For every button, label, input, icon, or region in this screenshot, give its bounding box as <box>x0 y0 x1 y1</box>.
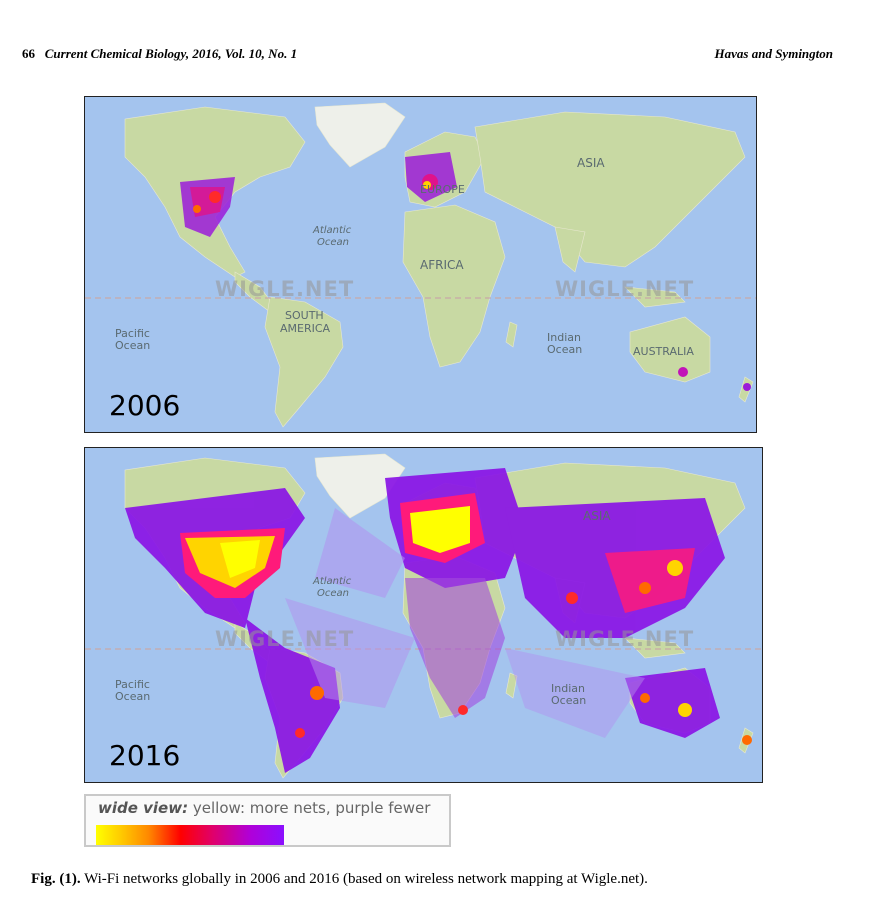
world-map-2006: ASIA EUROPE Atlantic Ocean AFRICA SOUTH … <box>85 97 756 432</box>
legend-description: yellow: more nets, purple fewer <box>192 799 431 817</box>
year-label-2016: 2016 <box>109 739 181 772</box>
header-authors: Havas and Symington <box>714 46 833 61</box>
header-left: 66 Current Chemical Biology, 2016, Vol. … <box>22 46 297 62</box>
legend-gradient-bar <box>96 825 284 845</box>
world-map-2016: ASIA Atlantic Ocean Pacific Ocean Indian… <box>85 448 762 782</box>
year-label-2006: 2006 <box>109 389 181 422</box>
label-atlantic-ocean: Ocean <box>317 588 349 599</box>
watermark-left: WIGLE.NET <box>215 277 354 301</box>
caption-label: Fig. (1). <box>31 871 81 887</box>
network-density-2006 <box>180 152 751 391</box>
label-asia: ASIA <box>577 156 605 170</box>
label-atlantic: Atlantic <box>312 576 352 587</box>
label-atlantic-ocean: Ocean <box>317 237 349 248</box>
label-south: SOUTH <box>285 309 324 322</box>
legend-text: wide view: yellow: more nets, purple few… <box>98 799 430 817</box>
journal-citation: Current Chemical Biology, 2016, Vol. 10,… <box>44 46 298 61</box>
label-europe: EUROPE <box>420 183 465 196</box>
label-australia: AUSTRALIA <box>633 345 694 358</box>
legend-emphasis: wide view: <box>98 799 189 817</box>
label-indian-ocean: Ocean <box>551 694 586 707</box>
label-pacific-ocean: Ocean <box>115 690 150 703</box>
color-legend: wide view: yellow: more nets, purple few… <box>84 794 451 847</box>
watermark-right: WIGLE.NET <box>555 277 694 301</box>
label-pacific-ocean: Ocean <box>115 339 150 352</box>
page-header: 66 Current Chemical Biology, 2016, Vol. … <box>22 46 833 66</box>
label-indian: Indian <box>551 682 585 695</box>
label-africa: AFRICA <box>420 258 464 272</box>
caption-text: Wi-Fi networks globally in 2006 and 2016… <box>84 871 648 887</box>
watermark-left: WIGLE.NET <box>215 627 354 651</box>
label-indian-ocean: Ocean <box>547 343 582 356</box>
network-hotspots-2016 <box>180 493 752 745</box>
label-atlantic: Atlantic <box>312 225 352 236</box>
label-america: AMERICA <box>280 322 331 335</box>
label-pacific: Pacific <box>115 327 150 340</box>
page-number: 66 <box>22 46 35 61</box>
label-asia: ASIA <box>583 509 611 523</box>
map-panel-2006: ASIA EUROPE Atlantic Ocean AFRICA SOUTH … <box>84 96 757 433</box>
figure-caption: Fig. (1). Wi-Fi networks globally in 200… <box>31 871 851 888</box>
label-pacific: Pacific <box>115 678 150 691</box>
map-panel-2016: ASIA Atlantic Ocean Pacific Ocean Indian… <box>84 447 763 783</box>
label-indian: Indian <box>547 331 581 344</box>
watermark-right: WIGLE.NET <box>555 627 694 651</box>
